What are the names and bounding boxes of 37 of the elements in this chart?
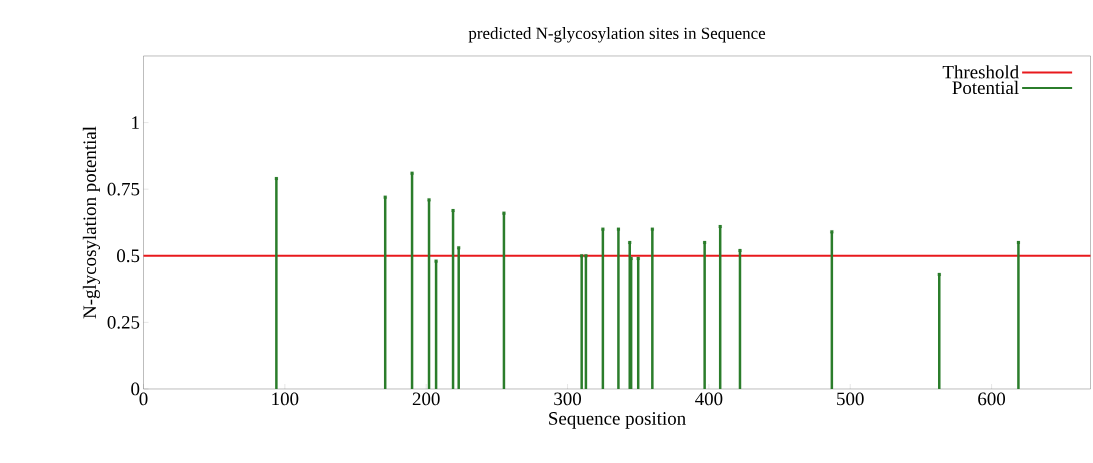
x-axis-title: Sequence position — [549, 412, 686, 429]
point — [410, 171, 414, 175]
x-tick-label: 300 — [554, 392, 582, 406]
point — [427, 198, 431, 202]
point — [650, 227, 654, 231]
point — [937, 272, 941, 276]
point — [383, 195, 387, 199]
y-tick-label: 1 — [132, 116, 139, 129]
x-tick-label: 600 — [978, 392, 1006, 406]
point — [718, 224, 722, 229]
y-tick-label: 0 — [131, 382, 140, 396]
point — [580, 254, 584, 258]
y-tick-label: 0.75 — [107, 182, 140, 196]
x-tick-label: 400 — [695, 392, 723, 406]
x-tick-label: 100 — [272, 392, 299, 406]
y-tick-label: 0.25 — [107, 315, 140, 329]
point — [703, 240, 707, 245]
point — [738, 248, 742, 253]
point — [584, 254, 588, 258]
y-axis-title: N-glycosylation potential — [82, 126, 101, 319]
chart-title: predicted N-glycosylation sites in Sequence — [468, 27, 766, 43]
point — [830, 230, 834, 234]
point — [457, 246, 461, 250]
point — [434, 259, 438, 263]
point — [502, 211, 506, 215]
x-tick-label: 200 — [412, 392, 440, 406]
y-tick-label: 0.5 — [117, 249, 140, 263]
point — [451, 208, 455, 213]
point — [274, 176, 278, 181]
legend-label: Potential — [952, 80, 1019, 95]
x-tick-label: 500 — [837, 392, 864, 406]
point — [1016, 240, 1020, 245]
point — [616, 227, 620, 231]
point — [636, 256, 640, 261]
point — [628, 240, 632, 245]
point — [601, 227, 605, 231]
legend-label: Threshold — [942, 65, 1019, 79]
